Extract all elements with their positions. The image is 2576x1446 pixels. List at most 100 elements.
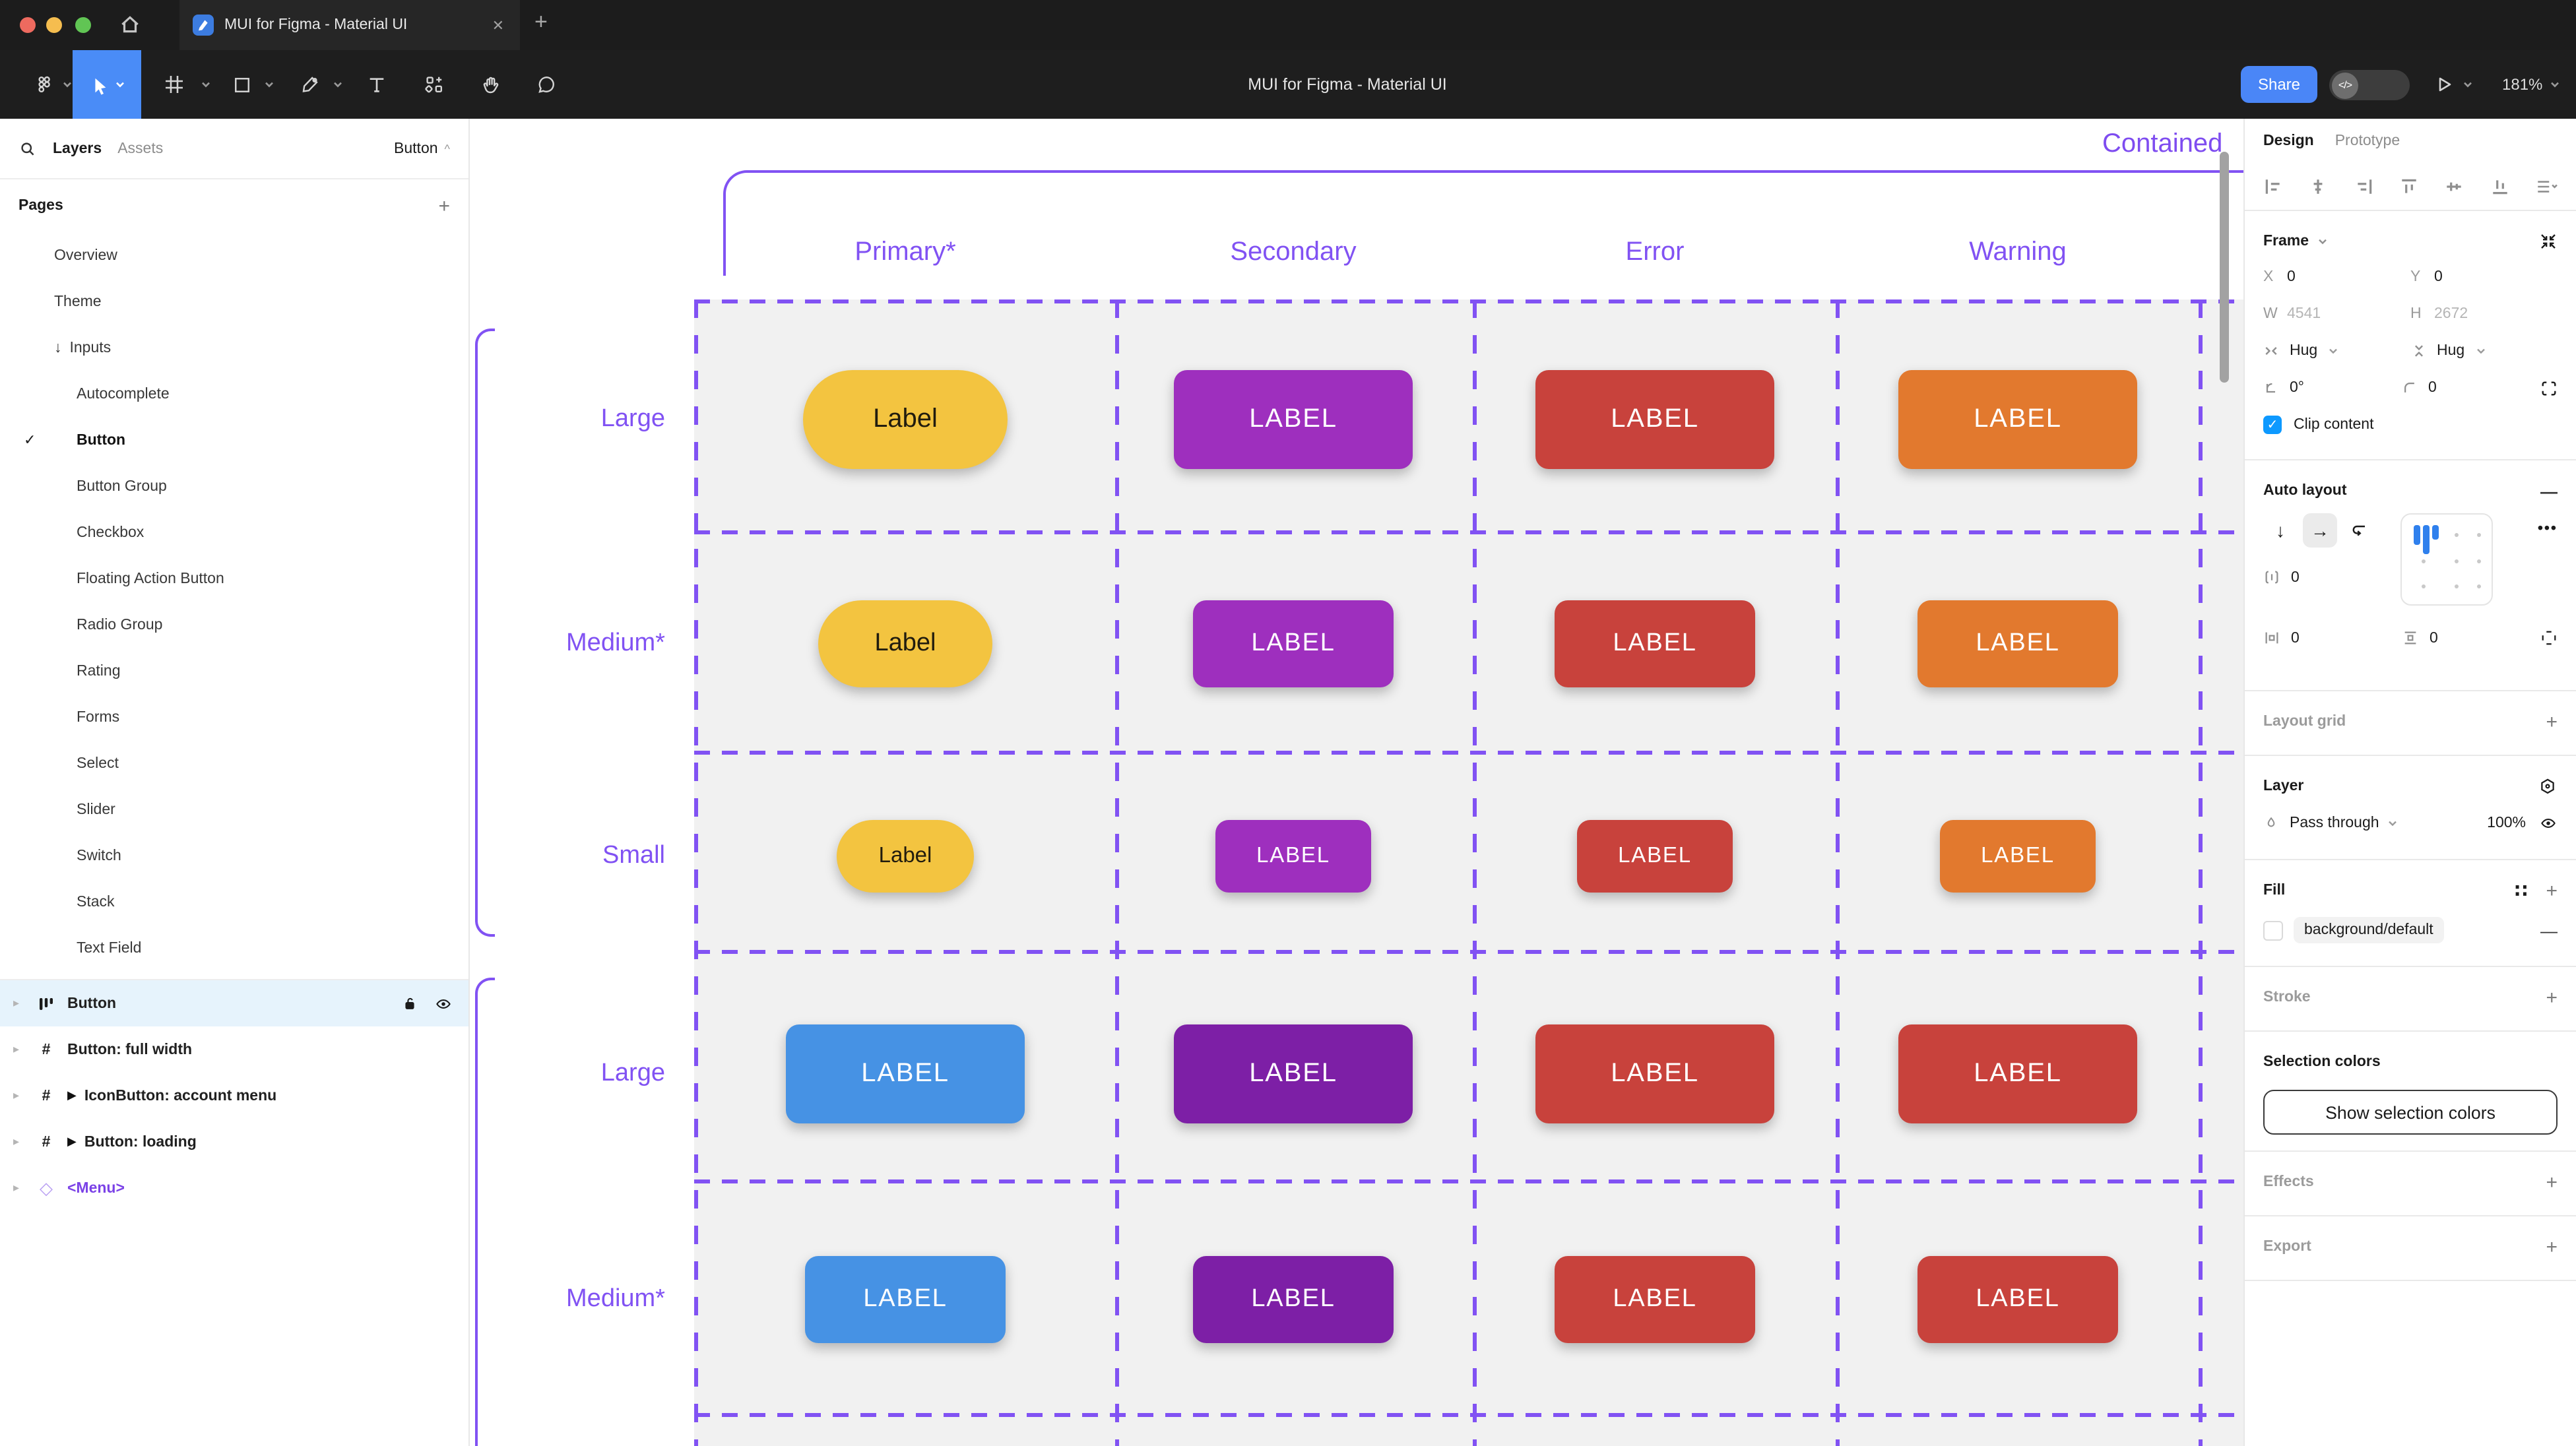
canvas-button[interactable]: LABEL [1917,1256,2118,1343]
vertical-padding-field[interactable]: 0 [2402,629,2540,646]
present-button[interactable] [2433,74,2455,95]
canvas-button[interactable]: LABEL [1535,370,1774,469]
pen-tool-chevron-icon[interactable] [330,50,346,119]
frame-title[interactable]: Contained [2102,129,2223,158]
remove-auto-layout-button[interactable]: — [2540,481,2558,501]
independent-corners-icon[interactable] [2540,379,2558,396]
new-tab-button[interactable]: + [534,9,548,34]
search-icon[interactable] [18,139,37,158]
gap-field[interactable]: 0 [2263,569,2300,586]
tab-assets[interactable]: Assets [117,141,164,156]
page-item-switch[interactable]: Switch [77,848,121,864]
present-chevron-icon[interactable] [2463,79,2473,90]
canvas-button[interactable]: LABEL [1193,600,1394,687]
zoom-menu[interactable]: 181% [2502,50,2560,119]
disclosure-icon[interactable]: ▸ [13,996,20,1009]
shape-tool-button[interactable] [224,50,259,119]
auto-layout-alignment-grid[interactable] [2400,513,2493,606]
page-item-autocomplete[interactable]: Autocomplete [77,386,170,402]
add-fill-button[interactable]: + [2546,879,2558,902]
zoom-window-button[interactable] [75,17,91,33]
disclosure-icon[interactable]: ▸ [13,1088,20,1102]
canvas-button[interactable]: LABEL [1940,820,2096,893]
home-icon[interactable] [119,13,141,36]
add-page-button[interactable]: + [438,195,450,217]
actions-tool-button[interactable] [417,50,451,119]
page-item-slider[interactable]: Slider [77,802,115,817]
height-field[interactable]: H 2672 [2410,306,2468,322]
canvas-button[interactable]: Label [837,820,974,893]
layer-row-button-loading[interactable]: ▸ # ▶ Button: loading [13,1134,197,1150]
layer-row-menu-component[interactable]: ▸ ◇ <Menu> [13,1178,125,1197]
align-top-icon[interactable] [2399,177,2419,197]
text-tool-button[interactable] [359,50,393,119]
disclosure-icon[interactable]: ▸ [13,1181,20,1194]
clip-content-checkbox[interactable]: ✓ [2263,416,2282,434]
align-horizontal-center-icon[interactable] [2309,177,2329,197]
shape-tool-chevron-icon[interactable] [261,50,277,119]
page-item-forms[interactable]: Forms [77,709,120,725]
disclosure-icon[interactable]: ▸ [13,1042,20,1055]
page-item-theme[interactable]: Theme [54,294,102,309]
distribute-icon[interactable] [2535,177,2558,197]
canvas-button[interactable]: LABEL [1215,820,1371,893]
canvas-button[interactable]: LABEL [1555,600,1755,687]
layer-visibility-eye-icon[interactable] [2539,814,2558,833]
auto-layout-more-icon[interactable]: ••• [2537,521,2558,537]
close-tab-icon[interactable]: ✕ [492,18,504,34]
fill-styles-icon[interactable]: ∷ [2514,879,2528,900]
page-item-button[interactable]: ✓ Button [24,432,126,449]
canvas-button[interactable]: LABEL [1555,1256,1755,1343]
page-item-floating-action-button[interactable]: Floating Action Button [77,571,224,586]
align-left-icon[interactable] [2263,177,2283,197]
file-tab[interactable]: MUI for Figma - Material UI ✕ [179,0,520,50]
page-selector[interactable]: Button ^ [394,141,450,156]
vertical-resizing-select[interactable]: Hug [2410,343,2558,359]
canvas-button[interactable]: LABEL [1193,1256,1394,1343]
share-button[interactable]: Share [2241,66,2317,103]
canvas-button[interactable]: LABEL [1174,370,1413,469]
add-stroke-button[interactable]: + [2546,986,2558,1009]
clip-content-row[interactable]: ✓ Clip content [2263,406,2558,443]
auto-layout-wrap-button[interactable] [2342,513,2377,548]
align-bottom-icon[interactable] [2490,177,2509,197]
main-menu-figma-icon[interactable] [24,50,63,119]
layer-row-iconbutton-account-menu[interactable]: ▸ # ▶ IconButton: account menu [13,1088,277,1104]
fill-color-swatch[interactable] [2263,920,2283,940]
layer-opacity-field[interactable]: 100% [2487,815,2526,831]
add-effect-button[interactable]: + [2546,1171,2558,1193]
frame-tool-chevron-icon[interactable] [198,50,214,119]
page-item-button-group[interactable]: Button Group [77,478,167,494]
canvas-scrollbar[interactable] [2220,152,2229,383]
hand-tool-button[interactable] [474,50,508,119]
page-item-select[interactable]: Select [77,755,119,771]
rotation-field[interactable]: 0° [2263,380,2402,396]
unlock-icon[interactable] [401,995,418,1012]
frame-section-title[interactable]: Frame [2263,234,2309,249]
horizontal-padding-field[interactable]: 0 [2263,629,2402,646]
add-export-button[interactable]: + [2546,1236,2558,1258]
remove-fill-button[interactable]: — [2540,920,2558,940]
minimize-window-button[interactable] [46,17,62,33]
main-menu-chevron-icon[interactable] [61,50,74,119]
align-vertical-center-icon[interactable] [2445,177,2464,197]
add-layout-grid-button[interactable]: + [2546,710,2558,733]
move-tool-button[interactable] [73,50,141,119]
corner-radius-field[interactable]: 0 [2402,380,2540,396]
layer-row-button[interactable]: ▸ Button [0,980,468,1026]
visibility-eye-icon[interactable] [434,994,453,1013]
horizontal-resizing-select[interactable]: Hug [2263,343,2410,359]
canvas-button[interactable]: Label [818,600,992,687]
frame-tool-button[interactable] [156,50,193,119]
page-item-radio-group[interactable]: Radio Group [77,617,163,633]
page-item-inputs[interactable]: ↓ Inputs [54,340,112,356]
canvas-button[interactable]: LABEL [1917,600,2118,687]
auto-layout-vertical-button[interactable]: ↓ [2276,520,2285,541]
canvas-button[interactable]: LABEL [1898,370,2137,469]
canvas-button[interactable]: LABEL [1898,1024,2137,1123]
individual-padding-icon[interactable] [2540,629,2558,646]
width-field[interactable]: W 4541 [2263,306,2321,322]
comment-tool-button[interactable] [529,50,564,119]
align-right-icon[interactable] [2354,177,2373,197]
